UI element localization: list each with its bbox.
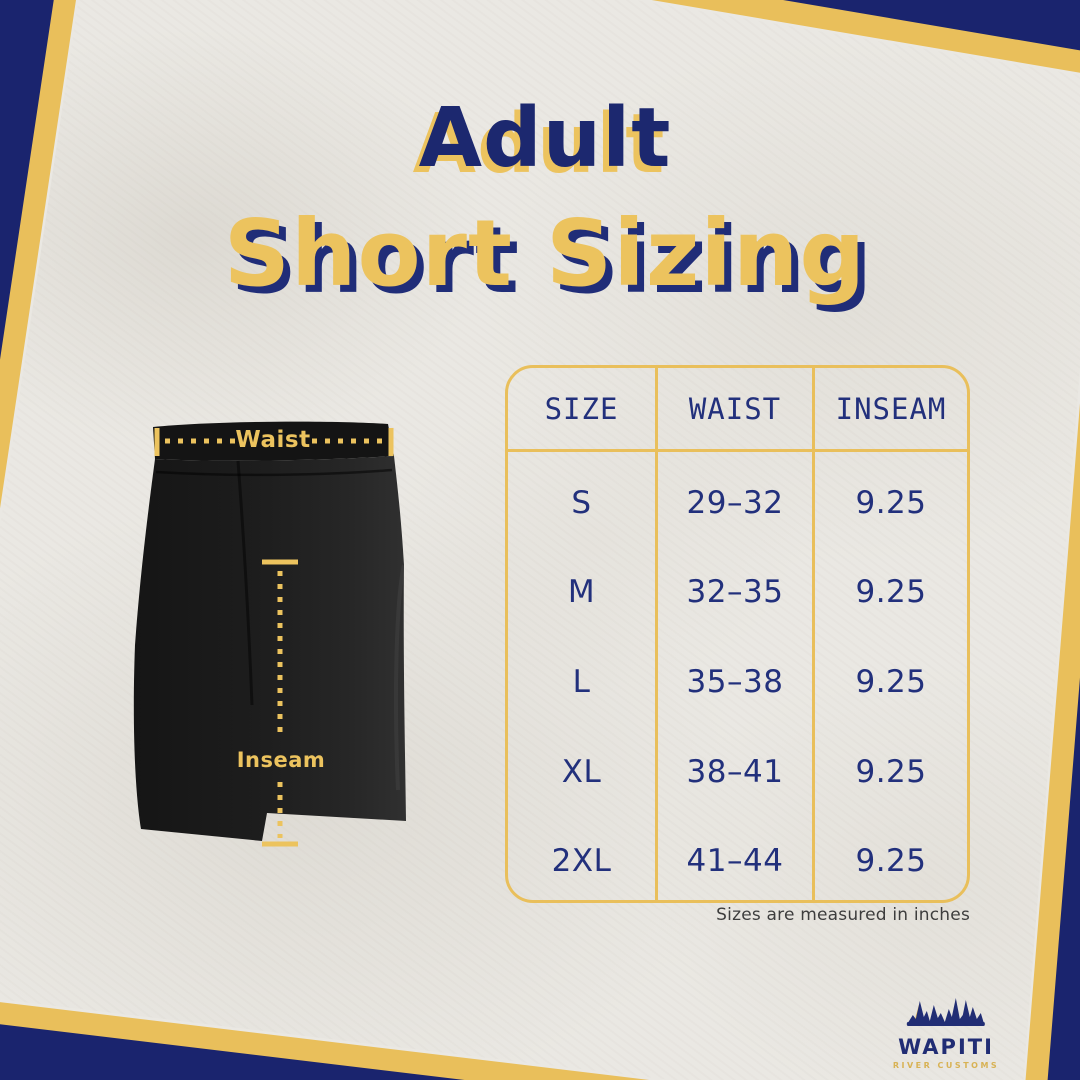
size-table: SIZE WAIST INSEAM S 29–32 9.25 M 32–35 9… xyxy=(505,365,970,903)
title-line-1: Adult xyxy=(418,91,672,186)
column-header-waist: WAIST xyxy=(658,368,815,452)
table-cell-size: L xyxy=(508,631,658,721)
table-cell-inseam: 9.25 xyxy=(855,753,927,790)
table-cell-waist: 41–44 xyxy=(658,810,815,900)
mountain-range-icon xyxy=(906,998,985,1026)
page-title: Adult Short Sizing xyxy=(5,0,1080,300)
table-cell-inseam: 9.25 xyxy=(855,663,927,700)
column-header-size: SIZE xyxy=(508,368,658,452)
table-cell-inseam: 9.25 xyxy=(855,843,927,880)
inseam-label: Inseam xyxy=(236,748,326,772)
waist-measurement-line xyxy=(154,428,394,456)
table-cell-size: XL xyxy=(508,720,658,811)
table-cell-inseam: 9.25 xyxy=(855,574,927,611)
inseam-measurement-line xyxy=(262,559,298,847)
table-cell-waist: 32–35 xyxy=(658,541,815,632)
logo-wordmark: WAPITI xyxy=(898,1035,994,1059)
table-cell-waist: 35–38 xyxy=(658,631,815,721)
table-cell-size: 2XL xyxy=(508,810,658,900)
waist-label: Waist xyxy=(235,427,311,453)
table-cell-waist: 38–41 xyxy=(658,720,815,811)
brand-logo: WAPITI RIVER CUSTOMS xyxy=(893,992,999,1070)
shorts-silhouette xyxy=(133,421,406,841)
table-cell-size: S xyxy=(508,452,658,542)
table-footnote: Sizes are measured in inches xyxy=(716,905,970,925)
table-cell-waist: 29–32 xyxy=(658,452,815,542)
table-cell-inseam: 9.25 xyxy=(855,484,927,521)
title-line-2: Short Sizing xyxy=(223,200,867,307)
table-cell-size: M xyxy=(508,541,658,632)
logo-tagline: RIVER CUSTOMS xyxy=(892,1061,1000,1070)
column-header-inseam: INSEAM xyxy=(815,368,967,452)
